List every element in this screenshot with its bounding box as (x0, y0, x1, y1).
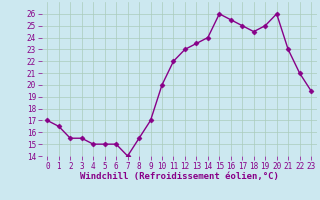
X-axis label: Windchill (Refroidissement éolien,°C): Windchill (Refroidissement éolien,°C) (80, 172, 279, 181)
